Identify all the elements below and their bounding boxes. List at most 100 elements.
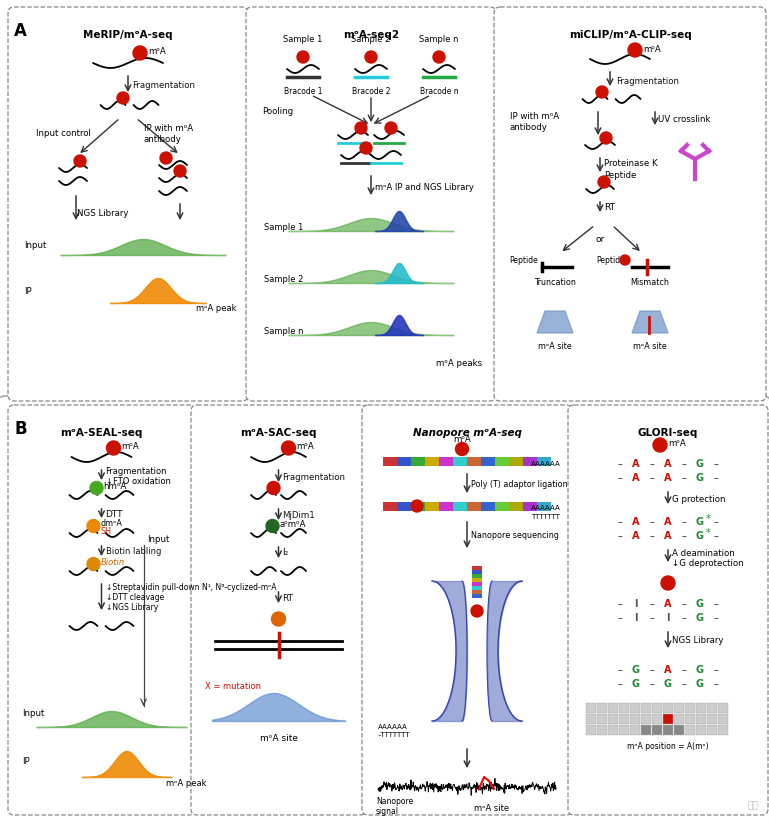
- Text: I₂: I₂: [282, 548, 288, 557]
- Bar: [509, 458, 522, 467]
- Circle shape: [600, 133, 612, 145]
- Text: Proteinase K: Proteinase K: [604, 160, 657, 168]
- Text: AAAAAA: AAAAAA: [531, 505, 561, 510]
- Circle shape: [653, 438, 667, 452]
- Circle shape: [271, 613, 285, 627]
- Bar: [608, 704, 618, 713]
- Bar: [630, 725, 640, 735]
- Text: MeRIP/mᵒA-seq: MeRIP/mᵒA-seq: [83, 30, 173, 40]
- Bar: [439, 458, 452, 467]
- Circle shape: [411, 500, 423, 513]
- Text: mᵒA-SAC-seq: mᵒA-SAC-seq: [240, 428, 317, 437]
- FancyBboxPatch shape: [8, 8, 248, 401]
- Text: A: A: [664, 459, 672, 468]
- Bar: [472, 578, 482, 582]
- Text: –: –: [681, 598, 687, 609]
- Text: Nanopore
signal: Nanopore signal: [376, 796, 413, 816]
- Text: G: G: [696, 473, 704, 482]
- Bar: [707, 704, 717, 713]
- Text: mᵒA site: mᵒA site: [474, 803, 510, 812]
- Text: –: –: [681, 664, 687, 674]
- Bar: [718, 704, 728, 713]
- Bar: [597, 704, 607, 713]
- Text: A: A: [664, 664, 672, 674]
- Text: I: I: [666, 613, 670, 622]
- Bar: [652, 704, 662, 713]
- Text: –: –: [714, 516, 718, 527]
- Circle shape: [266, 520, 279, 533]
- Text: RT: RT: [604, 203, 615, 212]
- Text: Bracode 1: Bracode 1: [284, 87, 322, 96]
- Text: mᵒA: mᵒA: [122, 442, 139, 451]
- Text: A: A: [632, 531, 640, 541]
- Text: G: G: [696, 516, 704, 527]
- Bar: [397, 458, 411, 467]
- Text: G: G: [632, 678, 640, 688]
- Text: ↓G deprotection: ↓G deprotection: [672, 559, 744, 568]
- Bar: [641, 725, 651, 735]
- Text: hmᵒA: hmᵒA: [104, 482, 127, 491]
- Text: 知乎: 知乎: [747, 800, 758, 809]
- Text: mᵒA position = A(mᵒ): mᵒA position = A(mᵒ): [628, 741, 709, 750]
- Text: N¹, N⁶-cyclized-mᵒA: N¹, N⁶-cyclized-mᵒA: [202, 583, 277, 592]
- Bar: [495, 458, 508, 467]
- Bar: [467, 502, 481, 511]
- Text: ↓FTO oxidation: ↓FTO oxidation: [105, 477, 171, 486]
- Text: mᵒA: mᵒA: [148, 48, 166, 57]
- Text: IP with mᵒA
antibody: IP with mᵒA antibody: [144, 124, 193, 144]
- Text: mᵒA peak: mᵒA peak: [197, 304, 237, 313]
- Circle shape: [74, 156, 86, 168]
- Text: G: G: [696, 613, 704, 622]
- Text: Bracode n: Bracode n: [420, 87, 458, 96]
- Text: –: –: [618, 459, 622, 468]
- Text: Sample 1: Sample 1: [283, 35, 323, 44]
- Text: Fragmentation: Fragmentation: [282, 473, 345, 482]
- Circle shape: [385, 123, 397, 135]
- Text: Peptide: Peptide: [604, 170, 637, 179]
- Circle shape: [598, 177, 610, 188]
- Bar: [537, 502, 551, 511]
- Bar: [453, 458, 467, 467]
- Circle shape: [365, 52, 377, 64]
- Circle shape: [471, 605, 483, 618]
- Text: G: G: [632, 664, 640, 674]
- Bar: [685, 704, 695, 713]
- Text: UV crosslink: UV crosslink: [658, 115, 711, 124]
- Text: *: *: [706, 514, 711, 523]
- FancyBboxPatch shape: [494, 8, 766, 401]
- Text: –: –: [714, 473, 718, 482]
- Bar: [619, 714, 629, 724]
- Bar: [674, 714, 684, 724]
- Bar: [663, 725, 673, 735]
- Bar: [619, 704, 629, 713]
- FancyBboxPatch shape: [0, 0, 769, 402]
- Text: –: –: [650, 598, 654, 609]
- Text: A: A: [664, 531, 672, 541]
- Bar: [597, 714, 607, 724]
- Bar: [397, 502, 411, 511]
- Bar: [586, 725, 596, 735]
- Bar: [718, 714, 728, 724]
- Bar: [696, 725, 706, 735]
- Text: IP: IP: [24, 287, 32, 296]
- Text: NGS Library: NGS Library: [672, 636, 724, 645]
- Text: mᵒA: mᵒA: [668, 439, 686, 448]
- Text: –: –: [681, 531, 687, 541]
- Circle shape: [661, 577, 675, 590]
- Text: Input: Input: [24, 242, 46, 250]
- Text: mᵒA: mᵒA: [643, 44, 661, 53]
- Text: Sample n: Sample n: [264, 327, 304, 336]
- Text: Fragmentation: Fragmentation: [132, 80, 195, 89]
- Bar: [608, 725, 618, 735]
- Text: –: –: [681, 613, 687, 622]
- Text: *: *: [706, 527, 711, 537]
- Bar: [685, 725, 695, 735]
- Text: mᵒA site: mᵒA site: [633, 342, 667, 351]
- Bar: [411, 458, 424, 467]
- Bar: [425, 458, 438, 467]
- Bar: [597, 725, 607, 735]
- Circle shape: [133, 47, 147, 61]
- Text: IP with mᵒA
antibody: IP with mᵒA antibody: [510, 112, 559, 132]
- Text: –: –: [650, 531, 654, 541]
- Text: GLORI-seq: GLORI-seq: [638, 428, 698, 437]
